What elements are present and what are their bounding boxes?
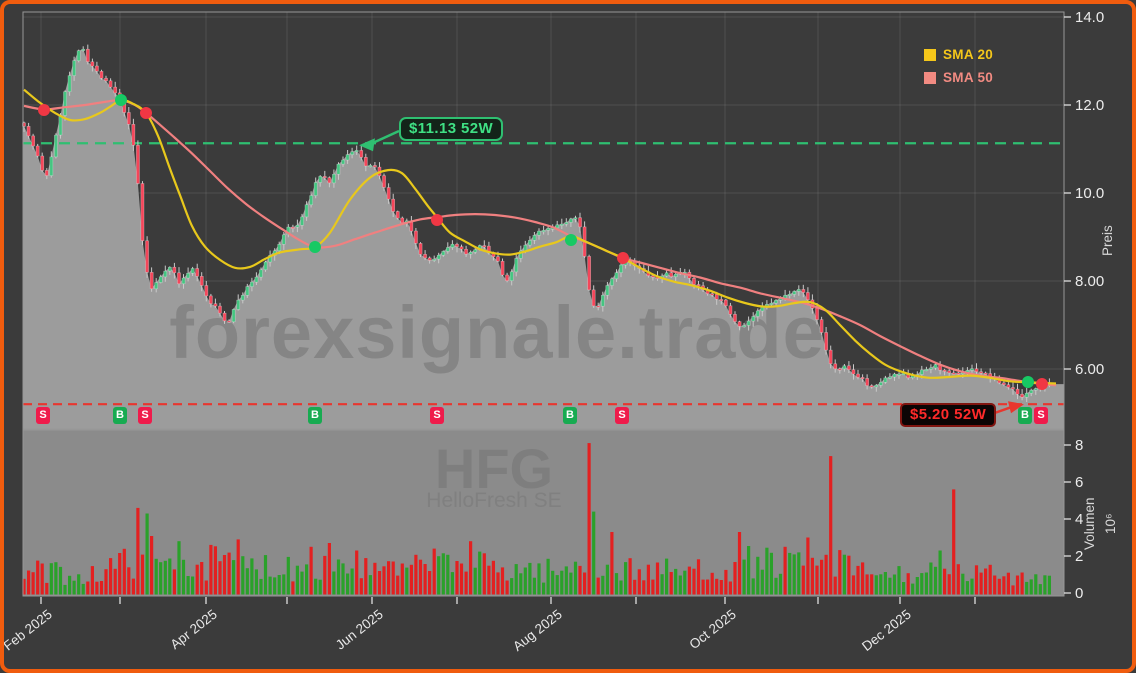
watermark-text: forexsignale.trade — [169, 291, 824, 374]
hfg-watermark: HFG — [435, 437, 553, 500]
svg-text:6.00: 6.00 — [1075, 361, 1104, 378]
price-axis-labels: 14.0 12.0 10.0 8.00 6.00 — [1064, 9, 1104, 378]
svg-text:Feb 2025: Feb 2025 — [1, 607, 55, 654]
svg-text:Oct 2025: Oct 2025 — [686, 607, 738, 653]
svg-text:6: 6 — [1075, 474, 1083, 491]
svg-text:Dec 2025: Dec 2025 — [859, 607, 914, 654]
svg-text:0: 0 — [1075, 585, 1083, 602]
svg-text:2: 2 — [1075, 548, 1083, 565]
svg-text:Apr 2025: Apr 2025 — [167, 607, 219, 653]
plot-frame — [22, 11, 1065, 597]
sma20-line — [23, 88, 1057, 385]
svg-text:8.00: 8.00 — [1075, 273, 1104, 290]
volume-bars-layer — [22, 443, 1051, 595]
svg-text:10.0: 10.0 — [1075, 185, 1104, 202]
svg-text:4: 4 — [1075, 511, 1083, 528]
volume-axis-labels: 8 6 4 2 0 — [1064, 437, 1083, 602]
sma20 — [23, 88, 1057, 385]
annotation-arrows — [359, 129, 1024, 418]
crossover-dots — [38, 94, 1048, 390]
sma50 — [23, 98, 1057, 387]
svg-text:8: 8 — [1075, 437, 1083, 454]
area-fill — [23, 49, 1064, 429]
hellofresh-watermark: HelloFresh SE — [426, 489, 561, 512]
sma50-line — [23, 98, 1057, 387]
svg-text:12.0: 12.0 — [1075, 97, 1104, 114]
svg-text:14.0: 14.0 — [1075, 9, 1104, 26]
svg-text:Aug 2025: Aug 2025 — [510, 607, 565, 654]
svg-text:Jun 2025: Jun 2025 — [333, 607, 386, 653]
x-axis-labels: Feb 2025 Apr 2025 Jun 2025 Aug 2025 Oct 2025… — [1, 597, 976, 654]
